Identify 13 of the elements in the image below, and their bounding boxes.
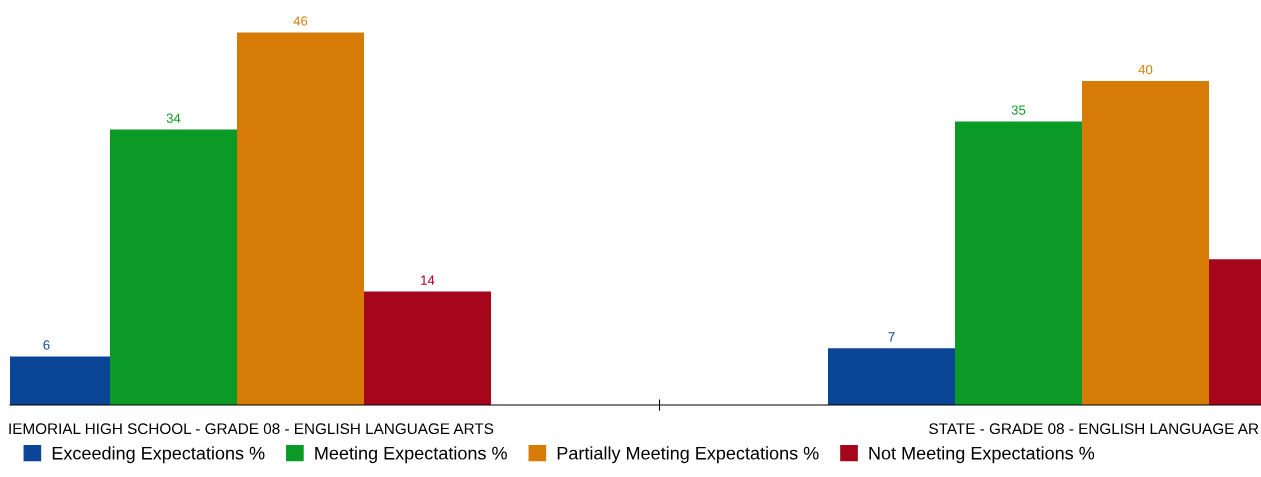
- data-label: 14: [421, 275, 435, 285]
- data-label: 35: [1011, 105, 1026, 115]
- data-label: 46: [293, 16, 308, 26]
- legend-label: Exceeding Expectations %: [52, 446, 265, 464]
- data-label: 7: [888, 332, 895, 342]
- x-tick-label: STATE - GRADE 08 - ENGLISH LANGUAGE AR: [929, 423, 1259, 435]
- legend-label: Not Meeting Expectations %: [869, 446, 1095, 464]
- data-label: 40: [1138, 64, 1153, 75]
- legend-label: Meeting Expectations %: [315, 446, 507, 464]
- data-label: 34: [166, 113, 181, 123]
- data-label: 6: [43, 340, 50, 350]
- legend-label: Partially Meeting Expectations %: [557, 446, 819, 464]
- x-tick-label: IEMORIAL HIGH SCHOOL - GRADE 08 - ENGLISH LANGUAGE ARTS: [9, 423, 494, 435]
